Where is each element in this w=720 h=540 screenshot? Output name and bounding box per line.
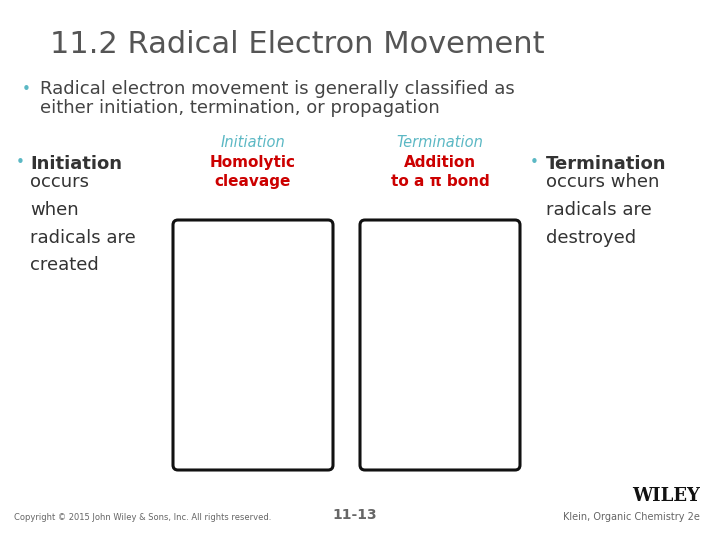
Text: 11-13: 11-13 bbox=[333, 508, 377, 522]
Text: occurs when
radicals are
destroyed: occurs when radicals are destroyed bbox=[546, 173, 660, 247]
Text: 11.2 Radical Electron Movement: 11.2 Radical Electron Movement bbox=[50, 30, 544, 59]
FancyBboxPatch shape bbox=[173, 220, 333, 470]
Text: WILEY: WILEY bbox=[632, 487, 700, 505]
Text: Initiation: Initiation bbox=[30, 155, 122, 173]
Text: occurs
when
radicals are
created: occurs when radicals are created bbox=[30, 173, 136, 274]
Text: Klein, Organic Chemistry 2e: Klein, Organic Chemistry 2e bbox=[563, 512, 700, 522]
Text: Homolytic
cleavage: Homolytic cleavage bbox=[210, 155, 296, 188]
Text: Radical electron movement is generally classified as: Radical electron movement is generally c… bbox=[40, 80, 515, 98]
Text: Termination: Termination bbox=[397, 135, 483, 150]
FancyBboxPatch shape bbox=[360, 220, 520, 470]
Text: •: • bbox=[530, 155, 539, 170]
Text: Addition
to a π bond: Addition to a π bond bbox=[391, 155, 490, 188]
Text: either initiation, termination, or propagation: either initiation, termination, or propa… bbox=[40, 99, 440, 117]
Text: Copyright © 2015 John Wiley & Sons, Inc. All rights reserved.: Copyright © 2015 John Wiley & Sons, Inc.… bbox=[14, 513, 271, 522]
Text: Initiation: Initiation bbox=[220, 135, 285, 150]
Text: •: • bbox=[16, 155, 25, 170]
Text: Termination: Termination bbox=[546, 155, 667, 173]
Text: •: • bbox=[22, 82, 31, 97]
